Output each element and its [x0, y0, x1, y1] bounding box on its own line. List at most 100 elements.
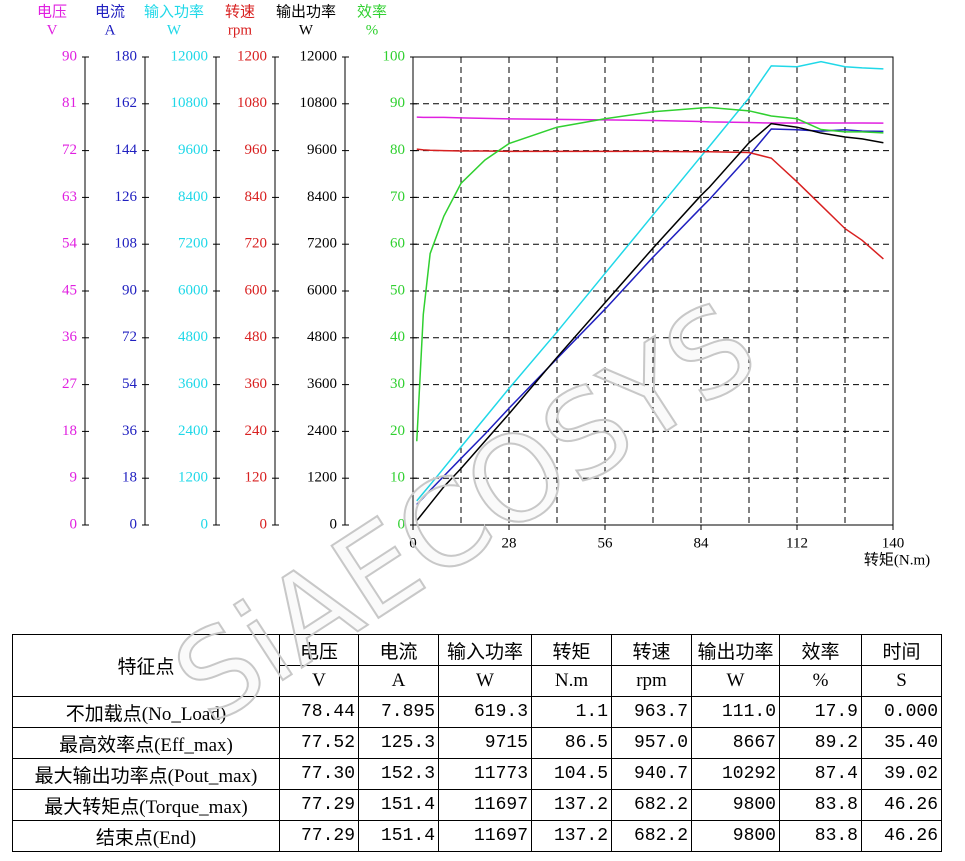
- axis-unit: W: [167, 22, 182, 38]
- table-cell: S: [861, 665, 942, 697]
- y-tick-label: 60: [390, 236, 405, 252]
- y-tick-label: 10: [390, 470, 405, 486]
- table-cell: 0.000: [861, 696, 942, 728]
- y-tick-label: 1200: [237, 48, 267, 64]
- table-cell: A: [358, 665, 439, 697]
- y-tick-label: 8400: [307, 189, 337, 205]
- table-cell: 11773: [438, 758, 532, 790]
- table-row: V A W N.m rpm W% S: [13, 665, 942, 697]
- table-cell: N.m: [531, 665, 612, 697]
- y-tick-label: 3600: [307, 376, 337, 392]
- table-cell: 输入功率: [438, 634, 532, 666]
- y-tick-label: 90: [62, 48, 77, 64]
- y-tick-label: 70: [390, 189, 405, 205]
- axis-name: 转速: [225, 3, 255, 20]
- y-tick-label: 18: [122, 470, 137, 486]
- y-tick-label: 9600: [178, 142, 208, 158]
- y-tick-label: 40: [390, 329, 405, 345]
- y-tick-label: 4800: [178, 329, 208, 345]
- x-tick-label: 140: [882, 535, 905, 551]
- y-tick-label: 12000: [171, 48, 209, 64]
- axis-unit: A: [105, 22, 116, 38]
- table-cell: 9800: [691, 820, 780, 852]
- y-tick-label: 54: [122, 376, 138, 392]
- table-cell: 111.0: [691, 696, 780, 728]
- table-cell: 输出功率: [691, 634, 780, 666]
- y-tick-label: 81: [62, 95, 77, 111]
- y-tick-label: 126: [115, 189, 138, 205]
- table-cell: 转矩: [531, 634, 612, 666]
- table-cell: V: [279, 665, 359, 697]
- y-tick-label: 27: [62, 376, 78, 392]
- y-tick-label: 72: [62, 142, 77, 158]
- y-tick-label: 10800: [171, 95, 209, 111]
- series-line: [416, 128, 884, 505]
- table-cell: 125.3: [358, 727, 439, 759]
- table-cell: 682.2: [611, 820, 692, 852]
- y-tick-label: 0: [398, 516, 406, 532]
- table-cell: 特征点: [12, 634, 280, 697]
- table-cell: 17.9: [779, 696, 862, 728]
- table-cell: 11697: [438, 820, 532, 852]
- table-cell: 104.5: [531, 758, 612, 790]
- y-tick-label: 108: [115, 236, 138, 252]
- y-tick-label: 6000: [178, 282, 208, 298]
- table-cell: 电压: [279, 634, 359, 666]
- y-tick-label: 180: [115, 48, 138, 64]
- axis-unit: W: [299, 22, 314, 38]
- table-cell: 最大转矩点(Torque_max): [12, 789, 280, 821]
- y-tick-label: 480: [245, 329, 268, 345]
- series-line: [416, 122, 884, 522]
- table-cell: 963.7: [611, 696, 692, 728]
- axis-name: 效率: [357, 3, 387, 20]
- table-cell: 137.2: [531, 820, 612, 852]
- y-tick-label: 720: [245, 236, 268, 252]
- y-tick-label: 20: [390, 423, 405, 439]
- x-tick-label: 0: [409, 535, 417, 551]
- table-cell: W: [691, 665, 780, 697]
- table-row: 结束点(End) 77.29 151.4 11697 137.2 682.2 9800 83.…: [12, 820, 942, 852]
- y-tick-label: 12000: [300, 48, 338, 64]
- table-cell: rpm: [611, 665, 692, 697]
- y-tick-label: 10800: [300, 95, 338, 111]
- table-cell: 87.4: [779, 758, 862, 790]
- y-tick-label: 9600: [307, 142, 337, 158]
- table-cell: 7.895: [358, 696, 439, 728]
- table-cell: 152.3: [358, 758, 439, 790]
- table-cell: 最大输出功率点(Pout_max): [12, 758, 280, 790]
- y-tick-label: 6000: [307, 282, 337, 298]
- axis-unit: rpm: [228, 22, 252, 38]
- y-tick-label: 2400: [178, 423, 208, 439]
- axis-name: 输入功率: [144, 3, 204, 20]
- series-line: [416, 60, 884, 502]
- table-cell: 151.4: [358, 820, 439, 852]
- table-row: 最大转矩点(Torque_max) 77.29 151.4 11697 137.2 682…: [12, 789, 942, 821]
- y-tick-label: 0: [70, 516, 78, 532]
- table-cell: 77.29: [279, 820, 359, 852]
- table-cell: 77.29: [279, 789, 359, 821]
- y-tick-label: 4800: [307, 329, 337, 345]
- table-cell: 时间: [861, 634, 942, 666]
- table-cell: 137.2: [531, 789, 612, 821]
- table-cell: 46.26: [861, 820, 942, 852]
- y-tick-label: 72: [122, 329, 137, 345]
- y-tick-label: 7200: [178, 236, 208, 252]
- y-tick-label: 7200: [307, 236, 337, 252]
- y-tick-label: 30: [390, 376, 405, 392]
- y-tick-label: 50: [390, 282, 405, 298]
- table-cell: %: [779, 665, 862, 697]
- table-cell: 682.2: [611, 789, 692, 821]
- y-tick-label: 1200: [178, 470, 208, 486]
- table-cell: 78.44: [279, 696, 359, 728]
- table-cell: 电流: [358, 634, 439, 666]
- y-tick-label: 0: [201, 516, 209, 532]
- table-cell: 9715: [438, 727, 532, 759]
- y-tick-label: 162: [115, 95, 138, 111]
- y-tick-label: 960: [245, 142, 268, 158]
- table-cell: 效率: [779, 634, 862, 666]
- axis-name: 电压: [37, 3, 67, 20]
- table-cell: 转速: [611, 634, 692, 666]
- y-tick-label: 18: [62, 423, 77, 439]
- y-tick-label: 3600: [178, 376, 208, 392]
- table-cell: 151.4: [358, 789, 439, 821]
